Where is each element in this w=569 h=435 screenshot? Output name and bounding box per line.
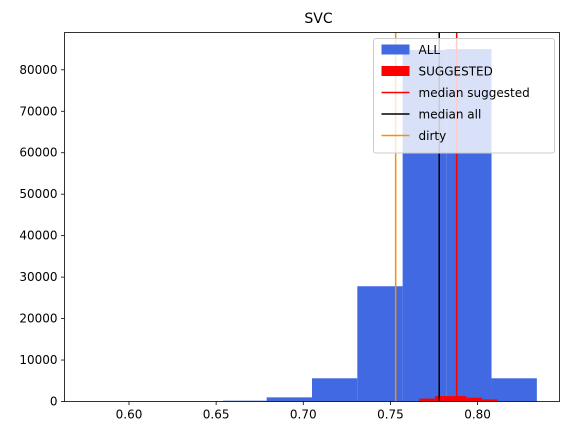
- y-tick-label-8: 80000: [19, 63, 57, 77]
- suggested-bar-0: [419, 399, 435, 402]
- legend-label-dirty: dirty: [419, 129, 447, 143]
- x-tick-label-4: 0.80: [464, 408, 491, 422]
- y-tick-label-4: 40000: [19, 229, 57, 243]
- chart-title: SVC: [304, 11, 332, 27]
- legend: ALL SUGGESTED median suggested median all di…: [374, 39, 555, 154]
- x-tick-label-0: 0.60: [116, 408, 143, 422]
- all-bar-4: [267, 397, 312, 401]
- y-tick-label-7: 70000: [19, 104, 57, 118]
- legend-label-median-suggested: median suggested: [419, 86, 530, 100]
- y-tick-label-1: 10000: [19, 353, 57, 367]
- y-tick-label-3: 30000: [19, 270, 57, 284]
- x-tick-label-2: 0.70: [290, 408, 317, 422]
- all-bar-5: [312, 378, 357, 401]
- y-tick-label-6: 60000: [19, 146, 57, 160]
- suggested-bar-2: [451, 396, 467, 401]
- legend-label-suggested: SUGGESTED: [419, 65, 493, 79]
- y-tick-label-0: 0: [50, 395, 58, 409]
- x-tick-label-1: 0.65: [203, 408, 230, 422]
- all-bar-9: [492, 378, 537, 401]
- x-tick-label-3: 0.75: [377, 408, 404, 422]
- x-axis: 0.60 0.65 0.70 0.75 0.80: [116, 402, 491, 422]
- legend-swatch-all: [382, 45, 410, 55]
- suggested-bar-1: [435, 396, 451, 401]
- legend-swatch-suggested: [382, 66, 410, 76]
- y-axis: 0 10000 20000 30000 40000 50000 60000 70000 8000…: [19, 63, 64, 409]
- y-tick-label-5: 50000: [19, 187, 57, 201]
- legend-label-all: ALL: [419, 43, 441, 57]
- legend-label-median-all: median all: [419, 108, 482, 122]
- y-tick-label-2: 20000: [19, 312, 57, 326]
- suggested-bar-3: [466, 398, 482, 402]
